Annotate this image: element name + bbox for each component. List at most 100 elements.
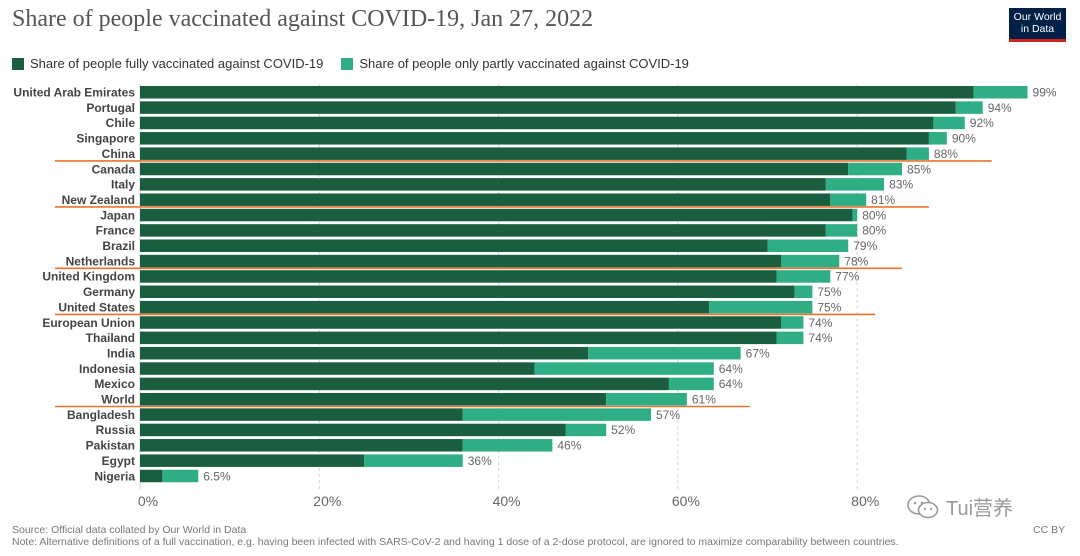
category-label: Germany — [83, 285, 135, 299]
watermark-text: Tui营养 — [946, 498, 1014, 520]
legend-item-partial[interactable]: Share of people only partly vaccinated a… — [341, 56, 689, 71]
bar-full — [140, 101, 956, 114]
bar-partial — [848, 162, 903, 176]
data-label: 94% — [988, 101, 1012, 115]
methodology-note: Note: Alternative definitions of a full … — [12, 536, 899, 548]
bar-partial — [462, 408, 652, 421]
data-label: 75% — [817, 285, 841, 299]
source-note[interactable]: Source: Official data collated by Our Wo… — [12, 524, 247, 536]
bar-full — [140, 86, 974, 99]
owid-logo[interactable]: Our World in Data — [1009, 8, 1066, 42]
chart-legend: Share of people fully vaccinated against… — [12, 56, 689, 71]
category-label: European Union — [42, 316, 135, 330]
data-label: 79% — [853, 239, 877, 253]
bar-full — [140, 423, 566, 437]
bar-full — [140, 377, 669, 391]
bar-full — [140, 270, 777, 283]
bar-full — [140, 132, 929, 145]
bar-partial — [928, 132, 947, 145]
data-label: 64% — [719, 377, 743, 391]
category-label: Bangladesh — [67, 408, 135, 422]
category-label: Nigeria — [94, 469, 135, 483]
legend-swatch-partial — [341, 57, 354, 70]
data-label: 85% — [907, 162, 931, 176]
x-tick-label: 80% — [851, 493, 879, 509]
bar-full — [140, 331, 777, 345]
category-label: Russia — [96, 423, 136, 437]
bar-full — [140, 239, 768, 252]
bar-partial — [906, 147, 929, 160]
data-label: 75% — [817, 300, 841, 314]
data-label: 92% — [970, 116, 994, 130]
legend-swatch-full — [12, 57, 24, 70]
category-label: United Kingdom — [42, 270, 135, 284]
bar-partial — [794, 285, 813, 299]
bar-full — [140, 300, 710, 314]
category-label: Pakistan — [86, 439, 135, 453]
bar-chart: 0% 20% 40% 60% 80% United Arab Emirates 99% Por… — [13, 84, 1057, 509]
data-label: 6.5% — [203, 469, 231, 483]
license-label[interactable]: CC BY — [1033, 524, 1066, 536]
category-label: World — [101, 393, 135, 407]
bar-partial — [709, 300, 813, 314]
data-label: 61% — [692, 393, 716, 407]
data-label: 99% — [1033, 86, 1057, 100]
category-label: Egypt — [102, 454, 135, 468]
bar-full — [140, 362, 535, 375]
data-label: 88% — [934, 147, 958, 161]
bar-partial — [825, 224, 858, 237]
bar-full — [140, 116, 934, 130]
data-label: 81% — [871, 193, 895, 207]
bar-partial — [780, 316, 804, 329]
legend-label-full: Share of people fully vaccinated against… — [30, 56, 324, 71]
category-label: Indonesia — [79, 362, 135, 376]
bar-partial — [588, 346, 741, 360]
bar-full — [140, 208, 853, 222]
data-label: 74% — [808, 331, 832, 345]
bar-full — [140, 439, 463, 452]
bar-full — [140, 178, 826, 191]
bar-full — [140, 469, 163, 483]
wechat-icon — [907, 494, 939, 518]
legend-label-partial: Share of people only partly vaccinated a… — [359, 56, 689, 71]
data-label: 80% — [862, 224, 886, 238]
data-label: 52% — [611, 423, 635, 437]
category-label: Brazil — [102, 239, 135, 253]
bar-full — [140, 254, 781, 268]
data-label: 77% — [835, 270, 859, 284]
category-label: Japan — [100, 208, 135, 222]
category-label: United Arab Emirates — [13, 86, 135, 100]
bar-full — [140, 454, 365, 467]
bar-partial — [565, 423, 607, 437]
data-label: 83% — [889, 178, 913, 192]
chart-title: Share of people vaccinated against COVID… — [12, 6, 594, 32]
category-label: France — [96, 224, 136, 238]
legend-item-full[interactable]: Share of people fully vaccinated against… — [12, 56, 323, 71]
bar-partial — [606, 393, 687, 406]
data-label: 36% — [468, 454, 492, 468]
category-label: United States — [58, 300, 135, 314]
category-label: India — [107, 346, 135, 360]
category-label: New Zealand — [62, 193, 135, 207]
x-tick-label: 0% — [138, 493, 158, 509]
logo-line-1: Our World — [1013, 11, 1062, 23]
bar-full — [140, 162, 849, 176]
bar-partial — [534, 362, 714, 375]
category-label: Thailand — [86, 331, 135, 345]
bar-partial — [668, 377, 714, 391]
bar-partial — [364, 454, 463, 467]
bar-partial — [973, 86, 1028, 99]
category-label: Chile — [106, 116, 136, 130]
bar-partial — [955, 101, 983, 114]
x-tick-label: 60% — [672, 493, 700, 509]
x-tick-label: 40% — [493, 493, 521, 509]
bar-full — [140, 147, 907, 160]
data-label: 67% — [746, 346, 770, 360]
x-tick-label: 20% — [313, 493, 341, 509]
bar-partial — [825, 178, 885, 191]
category-label: Mexico — [94, 377, 135, 391]
bar-partial — [462, 439, 553, 452]
bar-partial — [780, 254, 840, 268]
bar-full — [140, 285, 795, 299]
bar-full — [140, 393, 607, 406]
